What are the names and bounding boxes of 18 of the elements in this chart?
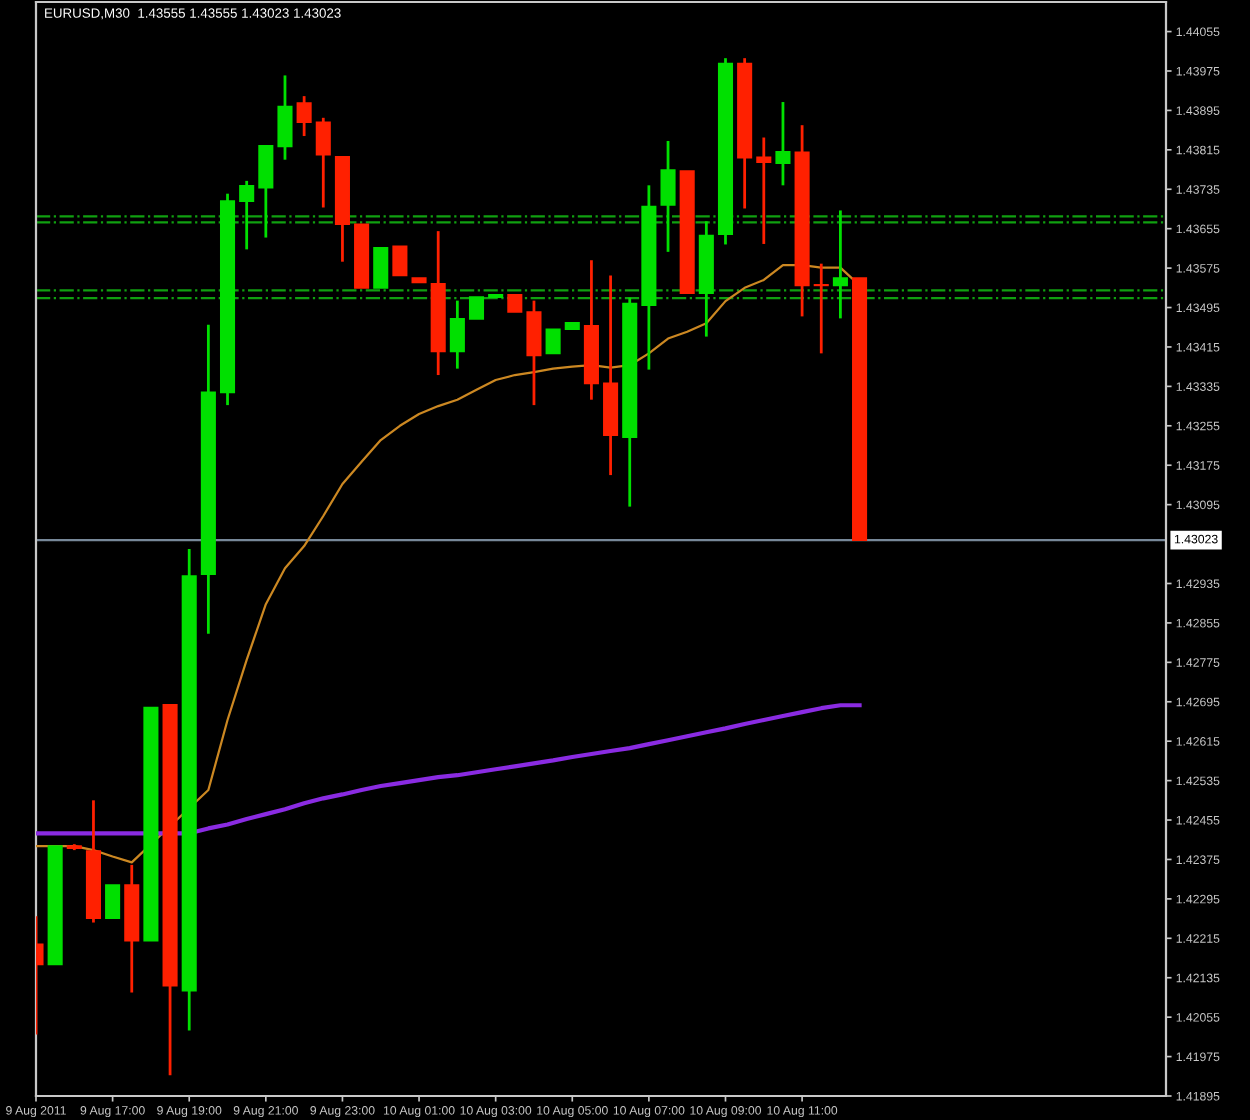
line-series: [36, 703, 862, 836]
candlestick: [315, 116, 331, 209]
candlestick: [258, 144, 274, 239]
candlestick: [296, 94, 312, 138]
candlestick: [449, 299, 465, 371]
candlestick: [373, 247, 389, 289]
candlestick: [277, 74, 293, 162]
candlestick: [756, 136, 772, 246]
candlestick: [468, 296, 485, 320]
candlestick: [660, 139, 676, 254]
candlestick: [775, 100, 791, 187]
candlestick: [105, 884, 121, 919]
candlestick: [392, 245, 408, 277]
candlestick: [545, 328, 561, 355]
candlestick: [813, 262, 829, 355]
candlestick: [526, 299, 542, 407]
candlestick: [239, 179, 255, 251]
candlestick: [832, 209, 848, 320]
